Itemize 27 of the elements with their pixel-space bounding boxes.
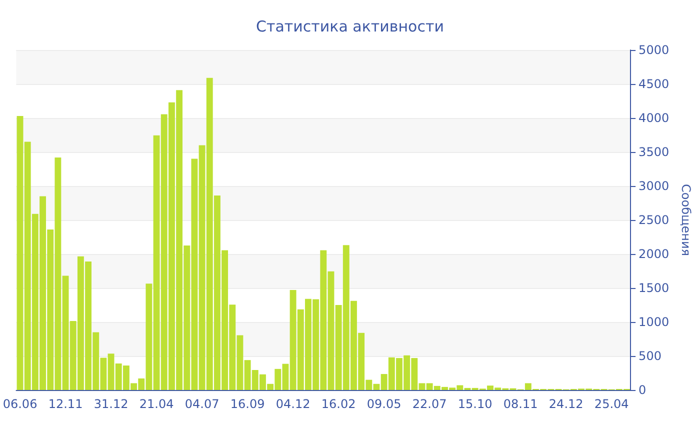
x-tick-label: 06.06 [2,397,38,411]
x-tick-label: 04.12 [276,397,310,411]
x-tick-label: 24.12 [548,397,584,411]
x-tick-label: 08.11 [503,397,538,411]
y-tick-label: 1500 [638,281,670,295]
x-tick-label: 12.11 [48,397,83,411]
x-tick-label: 22.07 [412,397,447,411]
y-axis-title: Сообщения [679,184,693,256]
y-tick-label: 3000 [638,179,670,193]
x-tick-label: 31.12 [94,397,128,411]
y-tick-label: 500 [638,349,662,363]
chart-title: Статистика активности [256,18,444,36]
x-tick-label: 21.04 [139,397,174,411]
x-tick-label: 15.10 [458,397,492,411]
y-tick-label: 4000 [638,111,670,125]
y-tick-label: 2500 [638,213,670,227]
x-tick-label: 04.07 [184,397,220,411]
x-tick-label: 25.04 [594,397,629,411]
y-tick-label: 3500 [638,145,670,159]
x-tick-label: 16.02 [321,397,356,411]
y-tick-label: 1000 [638,315,670,329]
y-tick-label: 5000 [638,43,670,57]
y-tick-label: 0 [638,383,646,397]
x-tick-label: 09.05 [366,397,402,411]
y-tick-label: 2000 [638,247,670,261]
y-tick-label: 4500 [638,77,670,91]
x-tick-label: 16.09 [230,397,265,411]
